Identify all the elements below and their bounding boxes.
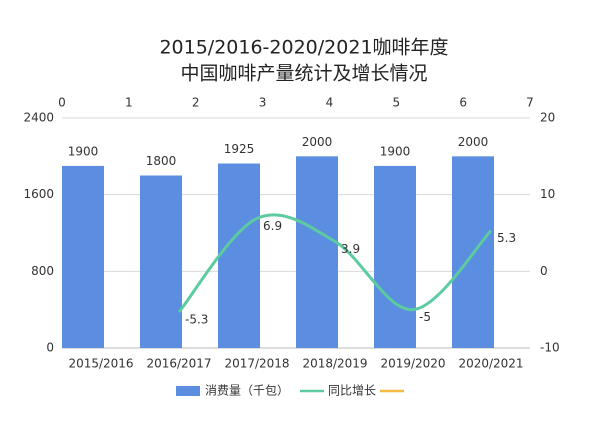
bar bbox=[140, 175, 182, 348]
bar bbox=[62, 165, 104, 348]
data-label: 3.9 bbox=[341, 242, 360, 256]
x2-tick-label: 2 bbox=[192, 96, 200, 110]
data-label: 6.9 bbox=[263, 219, 282, 233]
data-label: 1800 bbox=[146, 154, 177, 168]
data-label: 5.3 bbox=[497, 231, 516, 245]
y-tick-label: 2400 bbox=[23, 111, 54, 125]
y-tick-label: 1600 bbox=[23, 187, 54, 201]
x-tick-label: 2019/2020 bbox=[380, 357, 445, 371]
x2-tick-label: 1 bbox=[125, 96, 133, 110]
data-label: 1900 bbox=[68, 144, 99, 158]
x-tick-label: 2017/2018 bbox=[224, 357, 289, 371]
y2-tick-label: 0 bbox=[540, 264, 548, 278]
x-tick-label: 2018/2019 bbox=[302, 357, 367, 371]
x-tick-label: 2020/2021 bbox=[458, 357, 523, 371]
data-label: 1900 bbox=[380, 144, 411, 158]
bar bbox=[374, 165, 416, 348]
x2-tick-label: 0 bbox=[58, 96, 66, 110]
data-label: -5 bbox=[419, 310, 431, 324]
data-label: 2000 bbox=[458, 135, 489, 149]
data-label: 2000 bbox=[302, 135, 333, 149]
data-label: 1925 bbox=[224, 142, 255, 156]
y-tick-label: 800 bbox=[31, 264, 54, 278]
y2-tick-label: 10 bbox=[540, 187, 555, 201]
x2-tick-label: 3 bbox=[259, 96, 267, 110]
data-label: -5.3 bbox=[185, 312, 208, 326]
legend-label: 消费量（千包） bbox=[205, 384, 289, 398]
chart-title: 中国咖啡产量统计及增长情况 bbox=[180, 63, 427, 85]
bar bbox=[218, 163, 260, 348]
legend-label: 同比增长 bbox=[328, 384, 376, 398]
x-tick-label: 2015/2016 bbox=[68, 357, 133, 371]
bar bbox=[296, 156, 338, 348]
x-tick-label: 2016/2017 bbox=[146, 357, 211, 371]
x2-tick-label: 4 bbox=[326, 96, 334, 110]
line bbox=[177, 213, 493, 313]
x2-tick-label: 7 bbox=[526, 96, 534, 110]
chart-title: 2015/2016-2020/2021咖啡年度 bbox=[159, 37, 448, 59]
y-tick-label: 0 bbox=[46, 341, 54, 355]
legend-swatch bbox=[176, 386, 200, 396]
x2-tick-label: 5 bbox=[392, 96, 400, 110]
y2-tick-label: -10 bbox=[540, 341, 560, 355]
y2-tick-label: 20 bbox=[540, 111, 555, 125]
x2-tick-label: 6 bbox=[459, 96, 467, 110]
